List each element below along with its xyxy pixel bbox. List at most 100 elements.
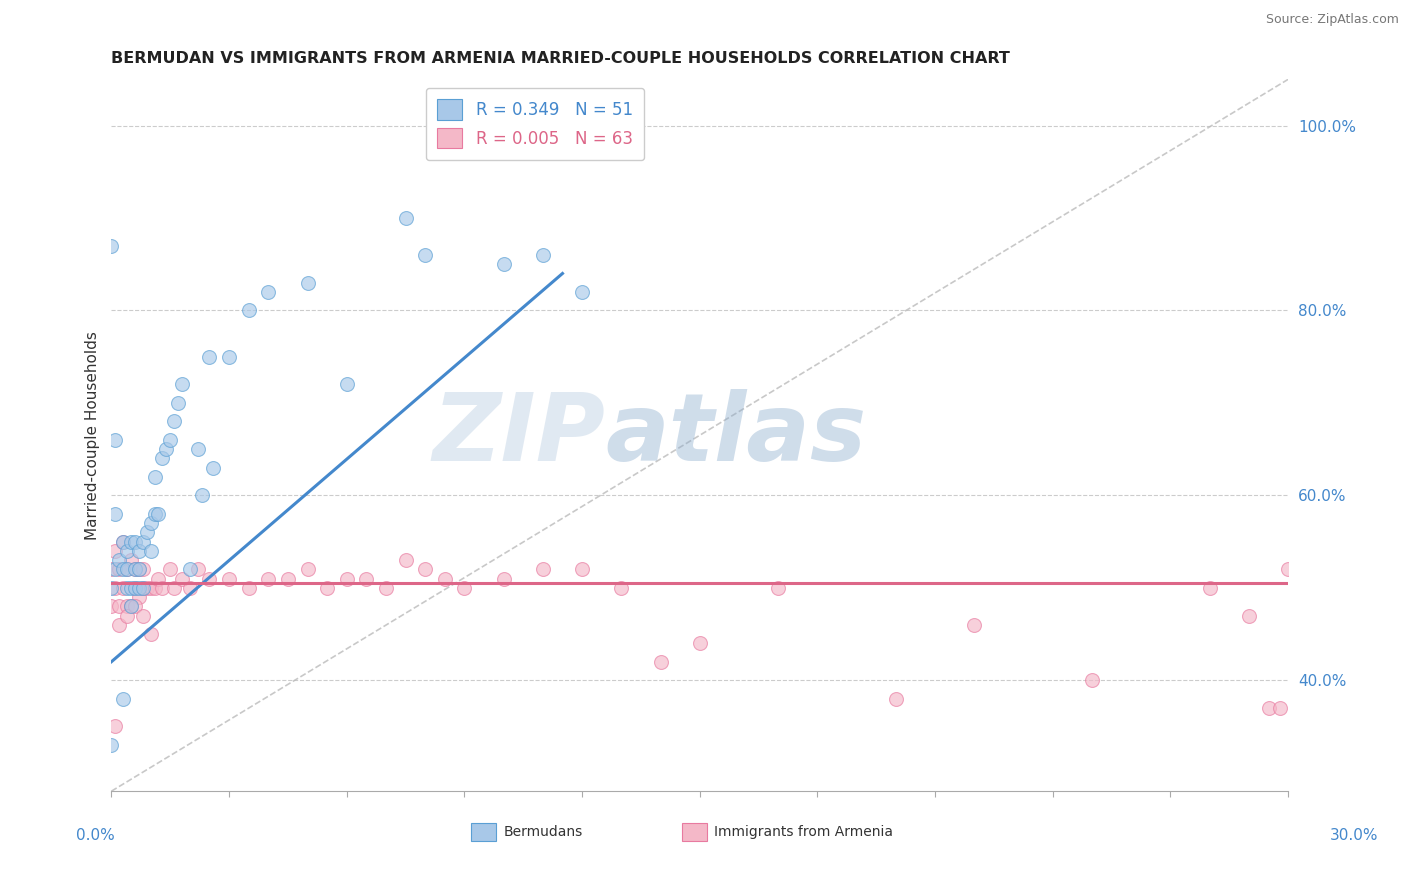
Point [1257,701,1279,715]
Point [531,248,554,262]
Point [297,562,319,576]
Point [132,581,155,595]
Point [766,581,789,595]
Point [571,285,593,299]
Point [218,572,240,586]
Point [650,655,672,669]
Point [375,581,398,595]
Point [120,534,142,549]
Point [238,303,260,318]
Point [143,581,166,595]
Point [104,433,127,447]
Point [492,257,515,271]
Text: 30.0%: 30.0% [1330,828,1378,843]
Point [104,719,127,733]
Point [1198,581,1220,595]
Point [100,738,122,752]
Point [112,534,135,549]
Point [170,377,193,392]
Point [100,599,122,614]
Point [112,691,135,706]
Point [124,534,146,549]
Point [198,350,221,364]
Point [356,572,378,586]
Point [124,581,146,595]
Point [132,608,155,623]
Point [128,590,150,604]
Point [163,581,186,595]
Point [159,433,181,447]
Point [257,285,280,299]
Point [531,562,554,576]
Point [316,581,339,595]
Point [135,581,157,595]
Point [297,276,319,290]
Point [132,562,155,576]
Text: Bermudans: Bermudans [503,825,582,839]
Text: Source: ZipAtlas.com: Source: ZipAtlas.com [1265,13,1399,27]
Point [187,442,209,457]
Point [689,636,711,650]
Text: Immigrants from Armenia: Immigrants from Armenia [714,825,893,839]
Point [190,488,212,502]
Point [124,581,146,595]
Point [152,581,174,595]
Point [139,581,162,595]
Point [453,581,475,595]
Point [108,553,131,567]
Point [120,581,142,595]
Point [128,562,150,576]
Point [394,553,416,567]
Point [112,562,135,576]
Point [159,562,181,576]
Point [336,377,359,392]
Point [112,534,135,549]
Point [104,562,127,576]
Point [115,562,138,576]
Point [148,572,170,586]
Point [492,572,515,586]
Point [115,562,138,576]
Text: atlas: atlas [606,389,868,482]
Point [115,599,138,614]
Point [1277,562,1299,576]
Point [433,572,456,586]
Point [187,562,209,576]
Point [128,544,150,558]
Point [179,562,201,576]
Point [132,581,155,595]
Point [257,572,280,586]
Y-axis label: Married-couple Households: Married-couple Households [86,331,100,540]
Point [277,572,299,586]
Point [218,350,240,364]
Point [336,572,359,586]
Text: BERMUDAN VS IMMIGRANTS FROM ARMENIA MARRIED-COUPLE HOUSEHOLDS CORRELATION CHART: BERMUDAN VS IMMIGRANTS FROM ARMENIA MARR… [111,51,1011,66]
Point [108,599,131,614]
Point [148,507,170,521]
Point [108,617,131,632]
Point [413,248,436,262]
Point [167,396,190,410]
Point [104,544,127,558]
Text: 0.0%: 0.0% [76,828,115,843]
Point [100,581,122,595]
Point [104,507,127,521]
Point [135,525,157,540]
Legend: R = 0.349   N = 51, R = 0.005   N = 63: R = 0.349 N = 51, R = 0.005 N = 63 [426,87,644,160]
Point [1237,608,1260,623]
Point [1270,701,1292,715]
Point [143,470,166,484]
Point [163,414,186,428]
Point [124,562,146,576]
Point [115,581,138,595]
Point [132,534,155,549]
Point [202,460,225,475]
Point [963,617,986,632]
Point [120,599,142,614]
Text: ZIP: ZIP [433,389,606,482]
Point [139,516,162,530]
Point [124,562,146,576]
Point [1081,673,1104,688]
Point [413,562,436,576]
Point [152,451,174,466]
